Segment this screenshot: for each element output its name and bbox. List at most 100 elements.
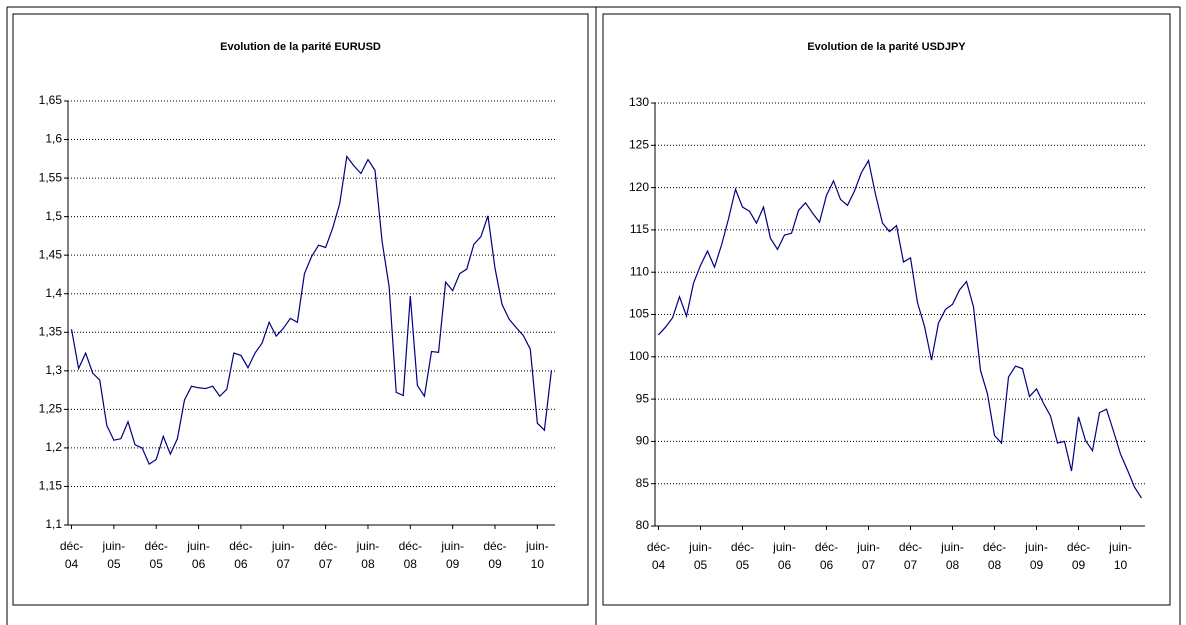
x-tick-label: déc- 09 [483,539,506,571]
x-tick-label-part: 04 [65,557,79,571]
y-tick-label: 1,2 [45,440,62,454]
x-tick-label-part: 07 [277,557,291,571]
x-tick-label-part: déc- [815,540,838,554]
x-tick-label-part: 09 [1072,558,1086,572]
y-tick-label: 130 [629,95,649,109]
x-tick-label: déc- 04 [60,539,83,571]
x-tick-label-part: déc- [483,539,506,553]
y-tick-label: 1,35 [39,324,63,338]
y-tick-label: 85 [636,476,650,490]
x-tick-label-part: 07 [862,558,876,572]
x-tick-label-part: juin- [440,539,464,553]
x-tick-label-part: 08 [404,557,418,571]
x-tick-label-part: juin- [1108,540,1132,554]
x-tick-label-part: 06 [778,558,792,572]
x-tick-label: juin- 08 [940,540,964,572]
x-tick-label: déc- 06 [815,540,838,572]
y-tick-label: 1,55 [39,170,63,184]
data-line [658,158,1143,499]
x-tick-label-part: 06 [820,558,834,572]
x-tick-label-part: déc- [731,540,754,554]
x-tick-label: déc- 08 [399,539,422,571]
y-tick-label: 1,45 [39,247,63,261]
x-tick-label: juin- 09 [440,539,464,571]
x-tick-label: juin- 09 [1024,540,1048,572]
x-tick-label-part: déc- [899,540,922,554]
x-tick-label-part: 07 [904,558,918,572]
x-tick-label-part: déc- [60,539,83,553]
y-tick-label: 90 [636,434,650,448]
x-tick-label-part: 09 [446,557,460,571]
x-tick-label: juin- 07 [856,540,880,572]
x-tick-label-part: 09 [1030,558,1044,572]
y-tick-label: 100 [629,349,649,363]
chart-title: Evolution de la parité EURUSD [220,41,381,53]
y-tick-label: 120 [629,180,649,194]
y-tick-label: 1,65 [39,93,63,107]
x-tick-label-part: juin- [1024,540,1048,554]
x-tick-label: juin- 05 [102,539,126,571]
x-tick-label-part: déc- [229,539,252,553]
x-tick-label-part: 07 [319,557,333,571]
y-tick-label: 1,15 [39,479,63,493]
x-tick-label-part: 08 [988,558,1002,572]
y-tick-label: 125 [629,137,649,151]
x-tick-label-part: 05 [150,557,164,571]
x-tick-label-part: déc- [983,540,1006,554]
x-tick-label-part: 08 [361,557,375,571]
x-tick-label: déc- 07 [899,540,922,572]
x-tick-label-part: juin- [856,540,880,554]
chart-area [602,13,1171,606]
x-tick-label-part: juin- [688,540,712,554]
y-tick-label: 1,5 [45,209,62,223]
x-tick-label: juin- 10 [525,539,549,571]
x-tick-label-part: déc- [399,539,422,553]
chart-title: Evolution de la parité USDJPY [807,41,966,53]
x-tick-label-part: juin- [186,539,210,553]
x-tick-label: juin- 08 [356,539,380,571]
x-tick-label-part: 06 [234,557,248,571]
x-tick-label: juin- 10 [1108,540,1132,572]
y-tick-label: 1,4 [45,286,62,300]
x-tick-label-part: 10 [531,557,545,571]
x-tick-label: déc- 07 [314,539,337,571]
x-tick-label-part: juin- [525,539,549,553]
x-tick-label: déc- 06 [229,539,252,571]
x-tick-label: déc- 09 [1067,540,1090,572]
x-tick-label-part: 10 [1114,558,1128,572]
y-tick-label: 1,3 [45,363,62,377]
y-tick-label: 1,1 [45,517,62,531]
y-tick-label: 105 [629,307,649,321]
x-tick-label-part: juin- [772,540,796,554]
x-tick-label-part: 09 [488,557,502,571]
chart-area [12,13,589,606]
x-tick-label-part: juin- [940,540,964,554]
x-tick-label-part: 06 [192,557,206,571]
y-tick-label: 115 [630,222,649,236]
x-tick-label-part: juin- [102,539,126,553]
y-tick-label: 80 [636,518,650,532]
x-tick-label: déc- 04 [647,540,670,572]
y-tick-label: 1,6 [45,132,62,146]
x-tick-label-part: 05 [736,558,750,572]
x-tick-label: déc- 05 [145,539,168,571]
x-tick-label: déc- 05 [731,540,754,572]
x-tick-label-part: 08 [946,558,960,572]
x-tick-label-part: juin- [271,539,295,553]
y-tick-label: 110 [630,264,649,278]
x-tick-label-part: déc- [314,539,337,553]
y-tick-label: 1,25 [39,402,63,416]
x-tick-label: juin- 07 [271,539,295,571]
x-tick-label-part: déc- [1067,540,1090,554]
x-tick-label-part: déc- [145,539,168,553]
x-tick-label: juin- 06 [772,540,796,572]
x-tick-label-part: juin- [356,539,380,553]
x-tick-label-part: déc- [647,540,670,554]
x-tick-label-part: 05 [107,557,121,571]
y-tick-label: 95 [636,391,650,405]
x-tick-label-part: 04 [652,558,666,572]
x-tick-label: juin- 05 [688,540,712,572]
x-tick-label: juin- 06 [186,539,210,571]
data-line [70,155,553,465]
